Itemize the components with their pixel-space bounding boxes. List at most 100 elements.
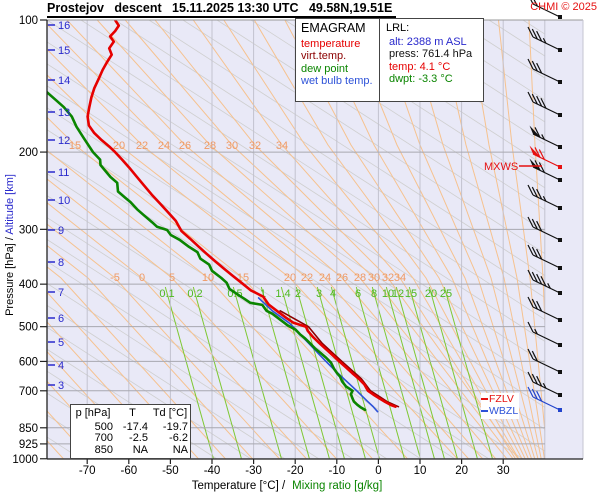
temperature-tick-label: -70	[79, 465, 96, 477]
mixing-ratio-label: 8	[371, 288, 377, 300]
adiabat-label: 15	[69, 140, 81, 152]
barb-staff	[532, 358, 561, 373]
barb-feather	[527, 269, 534, 281]
barb-feather	[531, 246, 538, 258]
mixing-ratio-label: 10	[382, 288, 394, 300]
pressure-tick-label: 1000	[12, 454, 38, 466]
wind-barb	[527, 26, 562, 52]
wind-barb	[527, 184, 562, 210]
lrl-title: LRL:	[386, 22, 410, 34]
barb-feather	[538, 149, 545, 160]
mixing-ratio-line	[443, 286, 493, 459]
mixing-ratio-label: 25	[440, 288, 452, 300]
gray-isoline	[47, 348, 218, 459]
legend-item-virtual-temperature: virt.temp.	[301, 50, 347, 62]
barb-half-feather	[542, 382, 547, 389]
mixing-ratio-label: 1.4	[275, 288, 290, 300]
barb-staff	[532, 279, 561, 294]
barb-staff	[532, 381, 561, 396]
pressure-tick-label: 600	[19, 356, 38, 368]
wbzl-marker: WBZL	[481, 405, 519, 417]
temperature-tick-label: -40	[204, 465, 221, 477]
barb-feather	[527, 91, 534, 103]
mixing-ratio-line	[316, 286, 366, 459]
wbzl-dash	[481, 410, 488, 412]
wind-barb	[527, 58, 562, 84]
altitude-tick-label: 16	[58, 20, 70, 32]
lrl-dewpoint: dwpt: -3.3 °C	[389, 73, 453, 85]
orange-isoline	[528, 20, 545, 336]
mixing-ratio-line	[355, 286, 405, 459]
orange-isoline	[47, 178, 337, 459]
legend-item-dew-point: dew point	[301, 62, 349, 75]
adiabat-label: 28	[204, 140, 216, 152]
temperature-curve	[86, 20, 397, 409]
table-cell: -17.4	[122, 420, 148, 433]
table-header: T	[129, 407, 136, 419]
pressure-tick-label: 850	[19, 423, 38, 435]
barb-staff	[532, 3, 561, 18]
barb-feather	[527, 348, 534, 360]
mixing-ratio-line	[232, 286, 282, 459]
barb-feather	[527, 321, 534, 333]
barb-feather	[540, 97, 547, 109]
table-cell: NA	[172, 443, 188, 456]
barb-feather	[531, 298, 538, 310]
barb-feather	[527, 58, 534, 70]
mixing-ratio-label: 6	[355, 288, 361, 300]
wind-barb	[527, 216, 562, 242]
table-cell: -2.5	[129, 432, 148, 444]
legend-box: EMAGRAM temperature virt.temp. dew point we…	[295, 18, 385, 102]
gray-isoline	[420, 20, 545, 101]
barb-half-feather	[547, 283, 551, 289]
orange-isoline	[124, 20, 514, 459]
wind-barb-column	[519, 0, 562, 412]
barb-feather	[531, 186, 538, 198]
barb-feather	[536, 220, 543, 232]
barb-feather	[531, 388, 538, 400]
x-axis-title: Temperature [°C] / Mixing ratio [g/kg]	[192, 480, 383, 492]
wbzl-label: WBZL	[489, 405, 519, 417]
barb-feather	[530, 0, 534, 5]
barb-staff	[532, 101, 561, 116]
isoline-labels: 15 20 22 24 26 28 30 32 34-5 0 5 10 15 20 22 24 26 28 30 32…	[69, 140, 452, 300]
altitude-tick-label: 12	[58, 135, 70, 147]
altitude-tick-label: 9	[58, 225, 64, 237]
mixing-ratio-label: 4	[330, 288, 336, 300]
altitude-tick-label: 15	[58, 45, 70, 57]
barb-feather	[534, 147, 541, 158]
table-cell: NA	[132, 443, 148, 456]
orange-isoline	[253, 20, 523, 459]
orange-isoline	[96, 20, 508, 459]
altitude-tick-label: 13	[58, 107, 70, 119]
legend-item-temperature: temperature	[301, 37, 361, 50]
mixing-ratio-line	[260, 286, 310, 459]
adiabat-label: 22	[136, 140, 148, 152]
max-wind-barb	[529, 145, 562, 169]
gray-isoline	[47, 129, 545, 452]
temperature-tick-label: -50	[162, 465, 179, 477]
barb-feather	[531, 60, 538, 72]
orange-isoline	[223, 20, 520, 459]
pressure-tick-label: 200	[19, 147, 38, 159]
gray-isoline	[47, 217, 422, 459]
wind-barb	[527, 296, 562, 322]
adiabat-label: 24	[319, 272, 331, 284]
altitude-tick-label: 7	[58, 287, 64, 299]
barb-feather	[534, 127, 541, 138]
barb-feather	[527, 184, 534, 196]
wind-barb	[527, 371, 562, 397]
barb-feather	[536, 300, 543, 312]
adiabat-label: -5	[110, 272, 120, 284]
temperature-tick-label: 10	[414, 465, 427, 477]
gray-isoline	[47, 20, 545, 342]
barb-feather	[527, 386, 534, 398]
dew-point-curve	[47, 90, 367, 412]
barb-staff	[532, 36, 561, 51]
pressure-tick-label: 925	[19, 439, 38, 451]
barb-feather	[536, 390, 543, 402]
barb-half-feather	[534, 328, 538, 335]
mixing-ratio-label: 0.2	[187, 288, 202, 300]
barb-half-feather	[541, 134, 545, 140]
adiabat-label: 32	[382, 272, 394, 284]
